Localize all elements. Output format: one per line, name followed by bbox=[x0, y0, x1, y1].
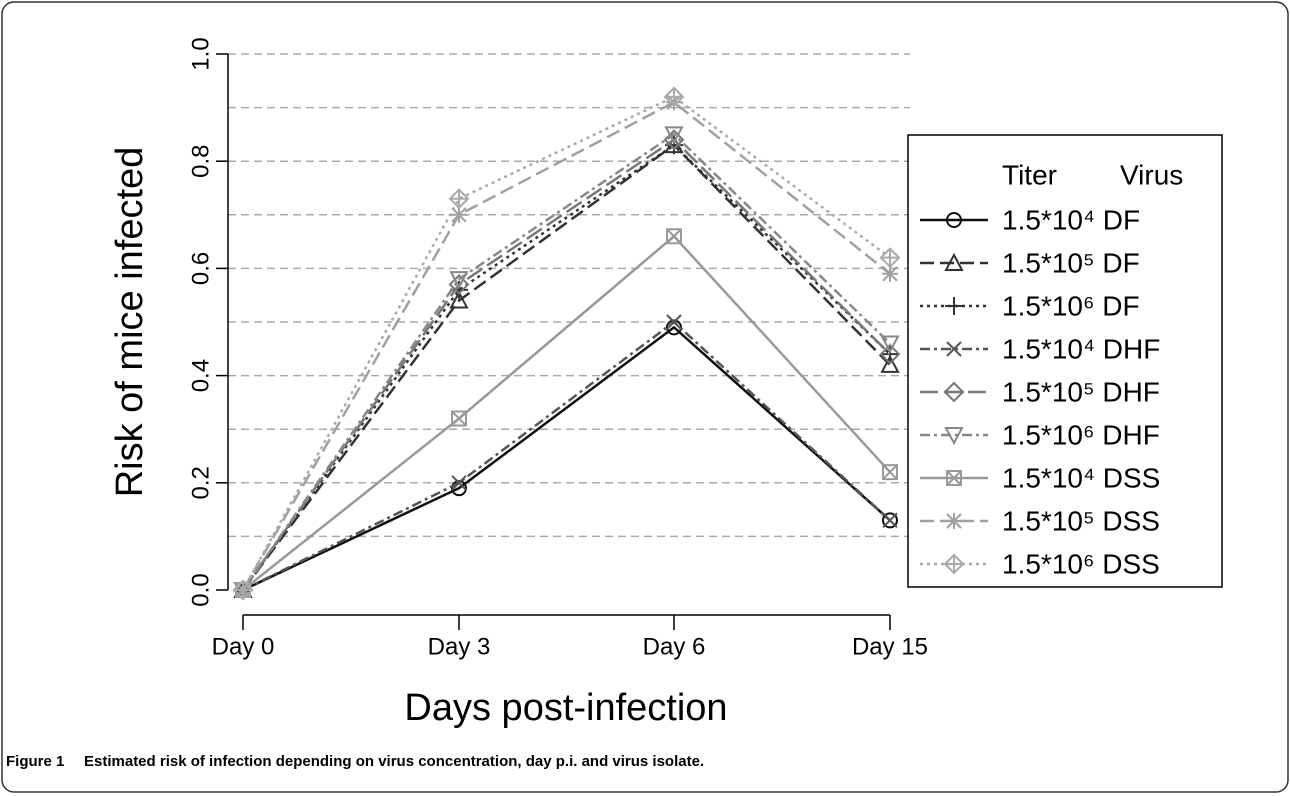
data-point bbox=[882, 512, 898, 529]
legend-marker bbox=[943, 381, 965, 403]
data-point bbox=[882, 265, 898, 282]
legend-marker bbox=[944, 252, 964, 271]
data-point bbox=[880, 335, 900, 354]
marker-shape bbox=[882, 464, 898, 480]
marker-shape bbox=[666, 314, 682, 330]
y-tick-label: 0.4 bbox=[187, 359, 214, 392]
data-point bbox=[232, 579, 254, 601]
marker-shape bbox=[449, 290, 469, 309]
marker-shape bbox=[451, 480, 467, 497]
x-tick-label: Day 3 bbox=[428, 633, 491, 660]
marker-shape bbox=[664, 126, 684, 145]
data-point bbox=[882, 464, 898, 481]
legend-marker bbox=[946, 470, 962, 486]
data-point bbox=[449, 271, 469, 290]
data-point bbox=[666, 314, 682, 330]
legend-marker bbox=[946, 341, 962, 357]
data-point bbox=[451, 410, 467, 427]
legend-title: Titer bbox=[1002, 159, 1057, 190]
data-point bbox=[448, 274, 470, 295]
data-point bbox=[451, 475, 467, 491]
marker-shape bbox=[451, 410, 467, 427]
marker-shape bbox=[451, 207, 467, 223]
marker-shape bbox=[882, 512, 898, 529]
y-tick-label: 1.0 bbox=[187, 37, 214, 70]
legend-label: 1.5*10⁴ DSS bbox=[1002, 462, 1160, 493]
marker-shape bbox=[666, 228, 682, 244]
marker-shape bbox=[946, 513, 962, 529]
data-point bbox=[882, 512, 898, 529]
y-tick-label: 0.2 bbox=[187, 466, 214, 499]
legend-marker bbox=[946, 513, 962, 529]
x-tick-label: Day 15 bbox=[852, 633, 928, 660]
legend-label: 1.5*10⁶ DF bbox=[1002, 290, 1140, 321]
series-line bbox=[241, 143, 891, 591]
marker-shape bbox=[946, 470, 962, 486]
legend-label: 1.5*10⁴ DHF bbox=[1002, 333, 1160, 364]
marker-shape bbox=[946, 341, 962, 357]
legend-box bbox=[907, 134, 1223, 588]
series-line bbox=[241, 143, 891, 591]
x-tick-label: Day 6 bbox=[643, 633, 706, 660]
marker-shape bbox=[943, 381, 965, 403]
marker-shape bbox=[880, 335, 900, 354]
data-point bbox=[666, 228, 682, 245]
data-point bbox=[451, 206, 467, 223]
marker-shape bbox=[882, 512, 898, 529]
caption-label: Figure 1 bbox=[6, 753, 64, 770]
legend-label: 1.5*10⁴ DF bbox=[1002, 204, 1140, 235]
legend-label: 1.5*10⁶ DSS bbox=[1002, 548, 1160, 579]
marker-shape bbox=[451, 475, 467, 491]
marker-shape bbox=[449, 271, 469, 290]
marker-shape bbox=[946, 212, 962, 228]
data-point bbox=[663, 86, 685, 108]
caption-text: Estimated risk of infection depending on… bbox=[84, 753, 704, 770]
marker-shape bbox=[879, 343, 901, 365]
data-point bbox=[879, 343, 901, 365]
marker-shape bbox=[882, 266, 898, 282]
legend-marker bbox=[945, 297, 963, 315]
legend-label: 1.5*10⁶ DHF bbox=[1002, 419, 1160, 450]
legend-marker bbox=[943, 553, 965, 575]
data-point bbox=[663, 129, 685, 151]
data-point bbox=[664, 126, 684, 145]
x-axis-label: Days post-infection bbox=[404, 687, 727, 729]
x-tick-label: Day 0 bbox=[212, 633, 275, 660]
legend-marker bbox=[944, 427, 964, 446]
data-point bbox=[451, 480, 467, 497]
marker-shape bbox=[944, 427, 964, 446]
data-point bbox=[448, 188, 470, 210]
series-line bbox=[242, 325, 891, 592]
marker-shape bbox=[880, 354, 900, 373]
marker-shape bbox=[944, 252, 964, 271]
legend-label: 1.5*10⁵ DF bbox=[1002, 247, 1140, 278]
y-tick-label: 0.6 bbox=[187, 252, 214, 285]
marker-shape bbox=[448, 274, 470, 295]
series-line bbox=[242, 234, 891, 591]
y-tick-label: 0.8 bbox=[187, 145, 214, 178]
legend-label: 1.5*10⁵ DSS bbox=[1002, 505, 1160, 536]
legend-title: Virus bbox=[1120, 159, 1183, 190]
series-line bbox=[242, 320, 891, 592]
legend-marker bbox=[946, 212, 962, 228]
data-point bbox=[879, 247, 901, 269]
data-point bbox=[880, 354, 900, 373]
data-point bbox=[449, 290, 469, 309]
series-line bbox=[241, 138, 891, 591]
series-line bbox=[241, 132, 891, 591]
legend-label: 1.5*10⁵ DHF bbox=[1002, 376, 1160, 407]
y-tick-label: 0.0 bbox=[187, 573, 214, 606]
series-line bbox=[241, 100, 891, 591]
marker-shape bbox=[663, 129, 685, 151]
series-line bbox=[241, 95, 891, 591]
y-axis-label: Risk of mice infected bbox=[109, 147, 151, 498]
